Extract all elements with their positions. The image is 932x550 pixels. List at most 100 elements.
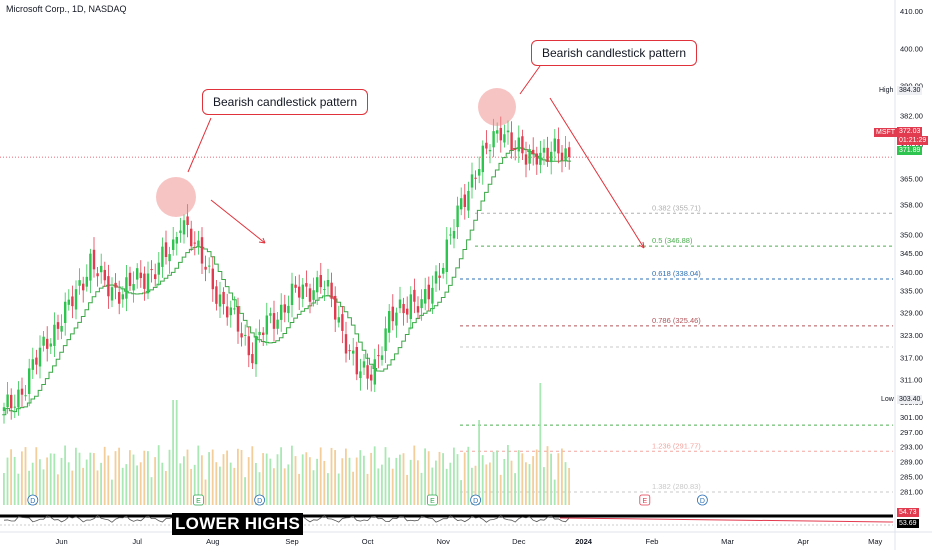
volume-bar [96, 470, 99, 505]
highlight-circle-right [478, 88, 516, 126]
candle-body [406, 308, 409, 315]
volume-bar [3, 473, 5, 505]
event-marker-label: D [257, 498, 262, 505]
candle-body [355, 347, 358, 375]
volume-bar [35, 447, 38, 505]
volume-bar [305, 452, 308, 505]
second-price-tag: 371.89 [897, 146, 923, 155]
candle-body [557, 139, 560, 154]
candle-body [161, 246, 164, 267]
candle-body [6, 394, 9, 408]
candle-body [233, 308, 236, 310]
volume-bar [183, 456, 185, 505]
volume-bar [31, 462, 34, 505]
candle-body [514, 148, 517, 150]
candle-body [330, 282, 333, 299]
candle-body [553, 138, 556, 152]
volume-bar [121, 467, 124, 505]
candle-body [150, 269, 153, 271]
candle-body [208, 265, 211, 267]
candle-body [445, 239, 448, 273]
volume-bar [521, 453, 524, 505]
volume-bar [330, 447, 333, 505]
candle-body [114, 282, 117, 288]
event-marker-frame [470, 494, 482, 506]
volume-bar [399, 454, 401, 505]
volume-bar [420, 472, 423, 505]
volume-bar [147, 451, 149, 505]
candle-body [298, 286, 301, 298]
volume-bar [453, 447, 455, 505]
candle-body [352, 350, 355, 354]
volume-bar [244, 477, 246, 505]
candle-body [157, 262, 160, 275]
volume-bar [125, 464, 128, 505]
fib-level-label: 0.382 (355.71) [652, 203, 701, 212]
arrow-head-left [258, 237, 266, 244]
highlight-circle-left [156, 177, 196, 217]
candle-body [380, 355, 384, 360]
candle-body [463, 194, 466, 208]
volume-bar [143, 450, 146, 505]
candle-body [17, 389, 20, 408]
volume-bar [478, 420, 480, 505]
candle-body [535, 153, 538, 165]
high-label: High [879, 87, 894, 94]
volume-bar [233, 467, 236, 505]
volume-bar [553, 479, 556, 505]
candle-body [294, 284, 297, 288]
candle-body [89, 253, 92, 281]
time-tick-label: Sep [285, 537, 298, 546]
volume-bar [485, 464, 488, 505]
candle-body [373, 359, 376, 385]
volume-bar [427, 451, 430, 505]
event-marker-frame [254, 494, 266, 506]
volume-bar [280, 447, 282, 505]
volume-bar [211, 449, 214, 505]
volume-bar [6, 457, 9, 505]
volume-bar [373, 446, 376, 505]
candle-body [74, 289, 78, 310]
candle-body [402, 303, 405, 314]
volume-bar [247, 457, 250, 505]
volume-bar [78, 452, 81, 505]
volume-bar [535, 449, 538, 505]
volume-bar [366, 473, 369, 505]
candle-body [550, 151, 553, 163]
candle-body [179, 230, 182, 234]
candle-body [467, 190, 470, 211]
volume-bar [316, 458, 318, 505]
candle-body [384, 328, 387, 352]
time-tick-label: Nov [437, 537, 451, 546]
candle-body [362, 361, 366, 368]
volume-bar [13, 456, 16, 505]
volume-bar [409, 459, 412, 505]
volume-bar [237, 448, 239, 505]
candle-body [359, 371, 362, 379]
candle-body [460, 198, 463, 210]
lower-highs-label: LOWER HIGHS [172, 513, 304, 535]
volume-bar [53, 453, 56, 505]
candle-body [172, 239, 175, 250]
candle-body [258, 331, 261, 336]
candle-body [503, 134, 506, 143]
callout-left: Bearish candlestick pattern [202, 89, 369, 115]
price-tick-label: 289.00 [900, 458, 923, 467]
volume-bar [424, 448, 426, 505]
candle-body [215, 286, 218, 304]
callout-right: Bearish candlestick pattern [531, 40, 698, 66]
volume-bar [301, 454, 304, 505]
volume-bar [510, 460, 513, 505]
moving-average [2, 147, 571, 416]
price-tick-label: 350.00 [900, 231, 923, 240]
volume-bar [154, 457, 156, 505]
candle-body [560, 152, 564, 161]
candle-body [168, 254, 171, 262]
candle-body [528, 149, 531, 164]
volume-bar [568, 467, 570, 505]
candle-body [244, 334, 247, 336]
volume-bar [291, 445, 293, 505]
price-tick-label: 345.00 [900, 249, 923, 258]
